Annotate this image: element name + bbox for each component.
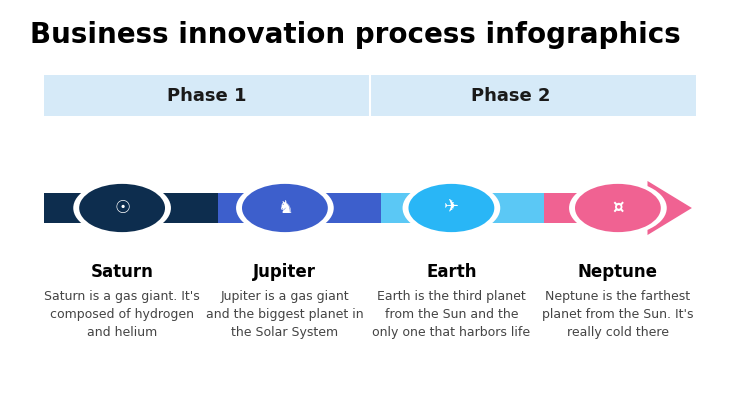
Bar xyxy=(544,193,648,223)
Text: ☉: ☉ xyxy=(114,199,130,217)
Circle shape xyxy=(575,184,661,232)
Circle shape xyxy=(236,181,334,235)
Circle shape xyxy=(79,184,165,232)
Circle shape xyxy=(242,184,328,232)
Bar xyxy=(218,193,381,223)
Text: Phase 1: Phase 1 xyxy=(167,87,247,105)
FancyBboxPatch shape xyxy=(44,75,696,116)
Text: Business innovation process infographics: Business innovation process infographics xyxy=(30,21,680,49)
Text: Saturn is a gas giant. It's
composed of hydrogen
and helium: Saturn is a gas giant. It's composed of … xyxy=(44,290,200,339)
Text: Jupiter is a gas giant
and the biggest planet in
the Solar System: Jupiter is a gas giant and the biggest p… xyxy=(206,290,364,339)
Text: Earth: Earth xyxy=(426,263,477,281)
Circle shape xyxy=(403,181,500,235)
Text: ♞: ♞ xyxy=(277,199,293,217)
Text: Earth is the third planet
from the Sun and the
only one that harbors life: Earth is the third planet from the Sun a… xyxy=(372,290,531,339)
Circle shape xyxy=(569,181,667,235)
Text: Neptune is the farthest
planet from the Sun. It's
really cold there: Neptune is the farthest planet from the … xyxy=(542,290,693,339)
Text: ✈: ✈ xyxy=(444,199,459,217)
Bar xyxy=(44,193,218,223)
Text: ¤: ¤ xyxy=(612,199,624,217)
Circle shape xyxy=(73,181,171,235)
Text: Saturn: Saturn xyxy=(91,263,153,281)
Circle shape xyxy=(408,184,494,232)
Polygon shape xyxy=(648,181,692,235)
Bar xyxy=(381,193,544,223)
Text: Phase 2: Phase 2 xyxy=(471,87,551,105)
Text: Jupiter: Jupiter xyxy=(253,263,317,281)
Text: Neptune: Neptune xyxy=(578,263,658,281)
